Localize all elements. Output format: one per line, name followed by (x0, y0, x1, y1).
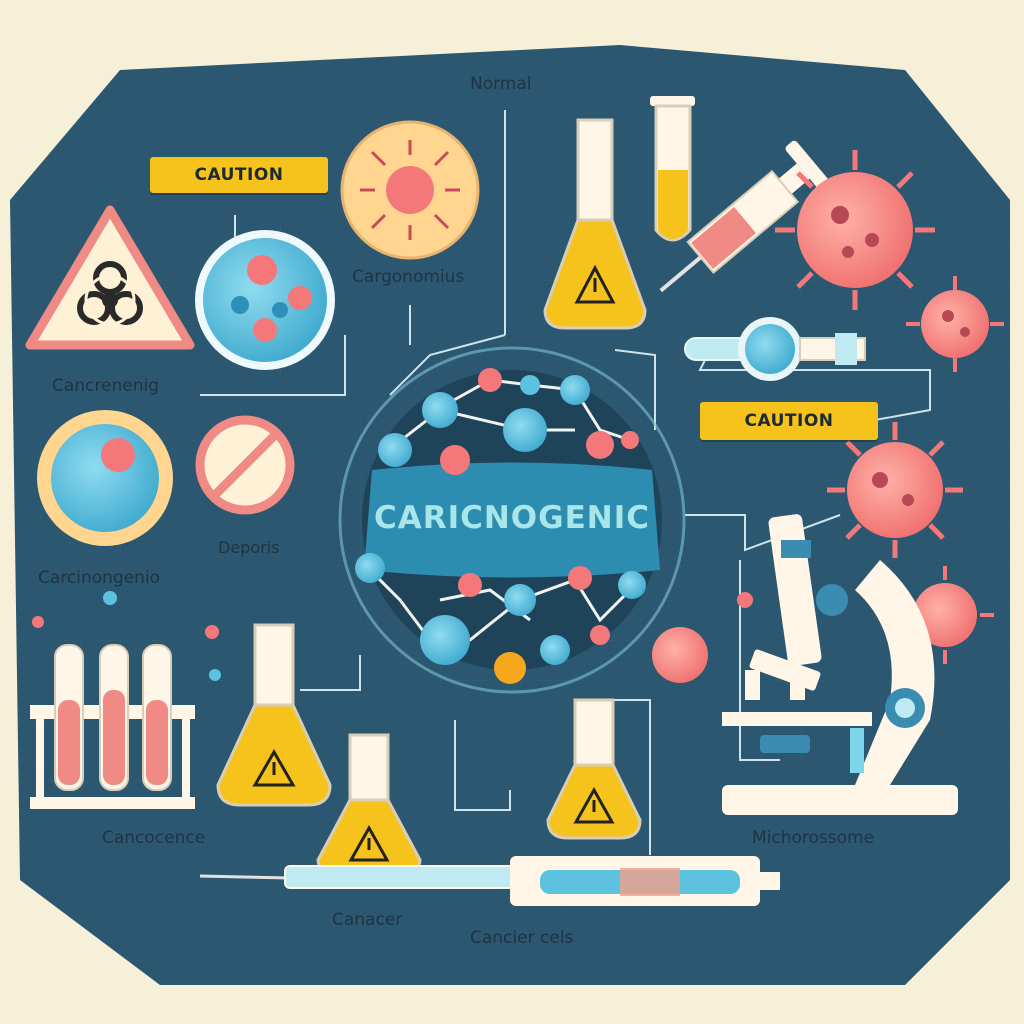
lab-tube-icon (684, 317, 866, 381)
label-cancier-cels: Cancier cels (470, 928, 574, 948)
label-carcinongenio: Carcinongenio (38, 568, 161, 588)
flask-icon-right (546, 698, 642, 840)
flask-icon-left (216, 623, 332, 807)
center-title: CARICNOGENIC (373, 500, 651, 536)
cell-cluster-icon (195, 230, 335, 370)
virus-icon-small (906, 276, 1004, 372)
no-entry-icon (195, 415, 295, 515)
caution-badge-top: CAUTION (150, 157, 328, 193)
label-deporis: Deporis (218, 538, 280, 557)
label-michorossome: Michorossome (752, 828, 875, 848)
flask-icon (543, 118, 647, 330)
cancer-cell-icon (37, 410, 173, 546)
label-cargonomius: Cargonomius (352, 267, 465, 287)
label-normal: Normal (470, 74, 532, 94)
loose-cells (32, 591, 753, 683)
microscope-icon (722, 514, 958, 815)
test-tube-icon (650, 96, 695, 242)
syringe-icon-long (199, 856, 780, 906)
test-tube-rack-icon (30, 644, 195, 809)
flask-icon-center (316, 733, 422, 874)
virus-icon-medium (827, 422, 963, 558)
virus-in-cell-icon (340, 120, 480, 260)
label-cancocence: Cancocence (102, 828, 206, 848)
virus-icon (775, 150, 935, 310)
label-canacer: Canacer (332, 910, 403, 930)
label-cancrenenig: Cancrenenig (52, 376, 160, 396)
caution-badge-right: CAUTION (700, 402, 878, 440)
syringe-icon (659, 140, 832, 293)
biohazard-icon (25, 205, 195, 350)
molecule-diagram (338, 346, 686, 694)
